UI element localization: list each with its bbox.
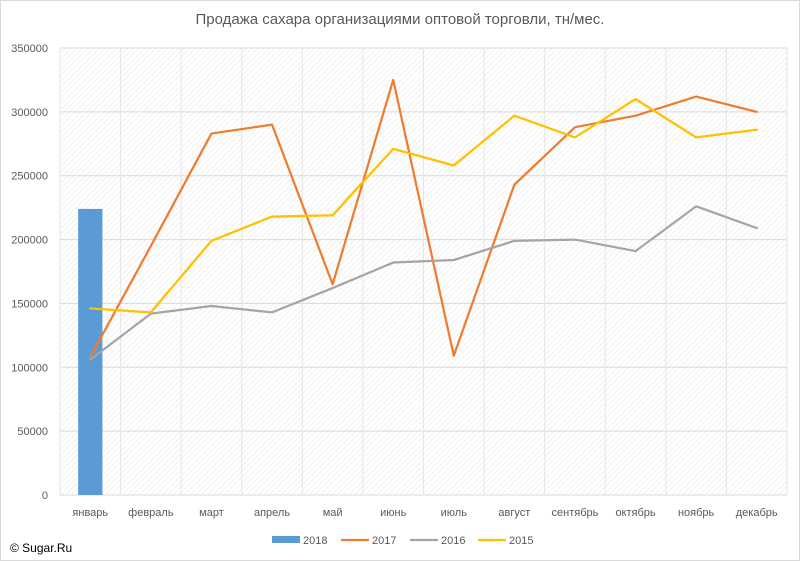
series-line-2017 <box>89 78 758 359</box>
legend-swatch-2018 <box>272 536 300 543</box>
x-tick-label: май <box>323 507 343 519</box>
legend-label-2015: 2015 <box>509 535 533 547</box>
copyright-notice: © Sugar.Ru <box>10 541 73 555</box>
x-tick-label: август <box>498 507 530 519</box>
chart-title: Продажа сахара организациями оптовой тор… <box>195 11 605 28</box>
x-tick-label: сентябрь <box>552 507 599 519</box>
y-tick-label: 150000 <box>11 298 48 310</box>
x-tick-label: декабрь <box>736 507 778 519</box>
x-tick-label: март <box>199 507 224 519</box>
y-tick-label: 350000 <box>11 43 48 55</box>
y-tick-label: 300000 <box>11 107 48 119</box>
x-tick-label: июнь <box>380 507 406 519</box>
y-tick-label: 250000 <box>11 171 48 183</box>
x-tick-label: февраль <box>128 507 174 519</box>
series-line-2016 <box>89 205 758 361</box>
legend-label-2016: 2016 <box>441 535 465 547</box>
x-tick-label: октябрь <box>615 507 655 519</box>
x-tick-label: ноябрь <box>678 507 715 519</box>
y-tick-label: 50000 <box>17 426 48 438</box>
bar-2018 <box>78 208 103 496</box>
x-tick-label: январь <box>72 507 108 519</box>
x-tick-label: апрель <box>254 507 290 519</box>
x-tick-label: июль <box>441 507 468 519</box>
series-line-2015 <box>89 97 758 314</box>
y-tick-label: 100000 <box>11 362 48 374</box>
legend-label-2017: 2017 <box>372 535 396 547</box>
y-tick-label: 200000 <box>11 235 48 247</box>
y-tick-label: 0 <box>42 490 48 502</box>
legend-label-2018: 2018 <box>303 535 327 547</box>
